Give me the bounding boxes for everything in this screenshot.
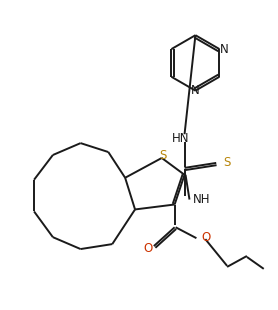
Text: S: S xyxy=(159,148,167,162)
Text: O: O xyxy=(201,231,211,244)
Text: HN: HN xyxy=(172,132,189,145)
Text: S: S xyxy=(223,157,230,170)
Text: NH: NH xyxy=(192,193,210,206)
Text: N: N xyxy=(191,84,200,97)
Text: O: O xyxy=(143,241,153,255)
Text: N: N xyxy=(219,42,228,55)
